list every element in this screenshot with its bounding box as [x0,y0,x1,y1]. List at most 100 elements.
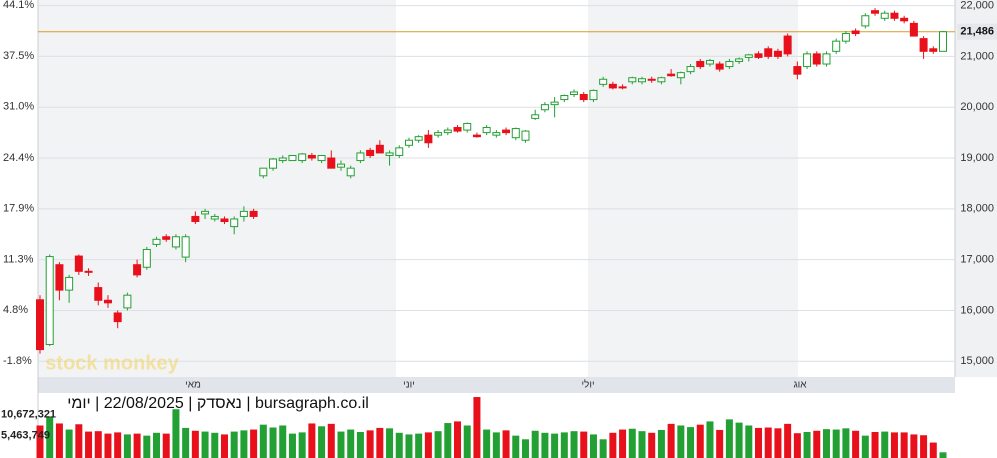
candle-body [919,38,928,52]
candle-body [337,163,345,168]
volume-bar [648,432,656,458]
candle-body [414,136,423,141]
candle-body [463,122,472,131]
candle-body [841,33,850,42]
candle-body [327,157,336,169]
volume-bar [551,433,559,458]
volume-bar [162,433,170,458]
volume-bar [240,430,248,458]
candle-body [657,77,666,83]
volume-bar [153,432,161,458]
candle-body [152,238,161,245]
volume-bar [182,427,190,458]
volume-bar [657,429,665,458]
y2-tick-label: 11.3% [3,253,34,265]
watermark: stock monkey [45,352,179,374]
candle-body [45,256,54,345]
volume-bar [667,423,675,458]
candle-body [929,48,938,52]
volume-bar [386,428,394,458]
volume-bar [172,409,180,458]
y-tick-label: 19,000 [960,152,994,164]
candle-body [764,48,773,57]
volume-bar [628,428,636,458]
volume-bar [706,421,714,458]
volume-bar [541,432,549,458]
month-band [588,0,798,377]
candle-body [288,154,297,162]
y-tick-label: 17,000 [960,254,994,266]
y-tick-label: 15,000 [960,355,994,367]
volume-bar [191,430,199,458]
y2-tick-label: 37.5% [3,50,34,62]
volume-bar [36,425,44,458]
y2-tick-label: 31.0% [3,101,34,113]
candle-body [880,12,889,19]
candle-body [443,129,452,134]
candle-body [803,53,812,68]
volume-bar [939,452,947,458]
volume-tick-label: 5,463,749 [1,430,50,442]
volume-bar [85,431,93,458]
volume-bar [424,432,432,458]
y-tick-label: 16,000 [960,304,994,316]
volume-bar [929,442,937,458]
volume-bar [308,423,316,458]
volume-bar [832,429,840,458]
candle-body [453,127,462,132]
candle-body [230,218,239,228]
volume-bar [46,416,54,458]
candle-body [84,270,93,273]
volume-bar [784,423,792,458]
volume-bar [619,429,627,458]
candle-body [36,299,44,351]
volume-bar [716,429,724,458]
candle-body [249,210,258,217]
volume-bar [560,432,568,458]
candle-body [375,144,384,154]
volume-bar [755,427,763,458]
candle-body [162,236,171,240]
candle-body [822,53,831,65]
volume-bar [347,429,355,458]
candle-body [366,149,375,156]
volume-bar [852,430,860,458]
candle-body [589,89,598,101]
candle-body [220,218,229,223]
y2-tick-label: 24.4% [3,152,34,164]
volume-bar [259,424,267,458]
volume-bar [220,434,228,458]
volume-bar [599,439,607,458]
volume-bar [793,433,801,458]
candle-body [521,130,530,141]
volume-bar [871,431,879,458]
volume-bar [580,431,588,458]
candle-body [511,128,520,139]
volume-bar [143,435,151,458]
candle-body [890,12,899,19]
candle-body [696,60,705,68]
volume-bar [609,432,617,458]
volume-bar [589,434,597,458]
candle-body [278,157,287,162]
volume-bar [890,432,898,458]
month-strip [38,377,955,393]
y-tick-label: 18,000 [960,203,994,215]
volume-bar [55,423,63,458]
candle-body [133,264,142,276]
volume-bar [813,430,821,458]
candle-body [686,66,695,73]
candle-body [307,154,316,159]
y-tick-label: 20,000 [960,101,994,113]
volume-bar [842,428,850,458]
volume-bar [298,432,306,458]
volume-bar [502,430,510,458]
volume-bar [327,423,335,458]
volume-bar [512,435,520,458]
volume-bar [269,427,277,458]
volume-bar [881,431,889,458]
volume-bar [774,428,782,458]
candle-body [793,66,802,75]
volume-bar [104,433,112,458]
candle-body [210,215,219,220]
